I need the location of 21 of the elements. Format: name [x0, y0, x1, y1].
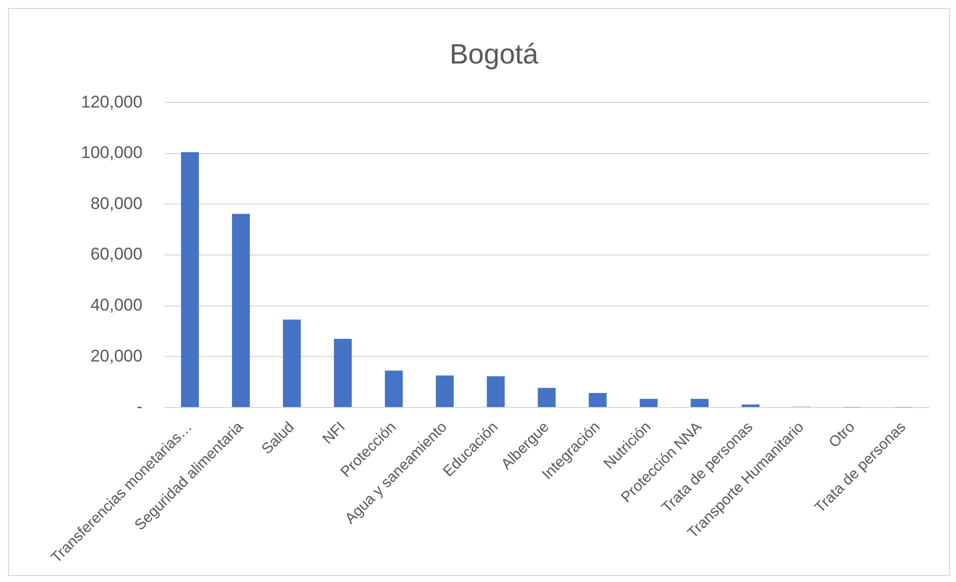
y-tick-label: 80,000	[90, 194, 142, 213]
y-tick-label: 120,000	[81, 92, 142, 112]
bar	[181, 152, 199, 407]
chart-title: Bogotá	[450, 38, 539, 70]
y-tick-label: 60,000	[90, 244, 142, 264]
bar	[742, 404, 760, 407]
bar	[232, 214, 250, 407]
bar	[690, 398, 709, 407]
bar	[384, 370, 403, 407]
bar	[282, 320, 301, 407]
x-tick-label: Otro	[826, 418, 858, 452]
bar	[640, 398, 658, 407]
y-tick-label: -	[136, 397, 142, 416]
y-tick-label: 20,000	[90, 346, 142, 366]
bar	[538, 388, 556, 407]
bar	[588, 393, 607, 407]
y-tick-label: 40,000	[90, 296, 142, 315]
bar	[334, 338, 352, 407]
bar	[486, 376, 505, 407]
bar	[436, 375, 454, 407]
y-tick-label: 100,000	[81, 143, 142, 162]
